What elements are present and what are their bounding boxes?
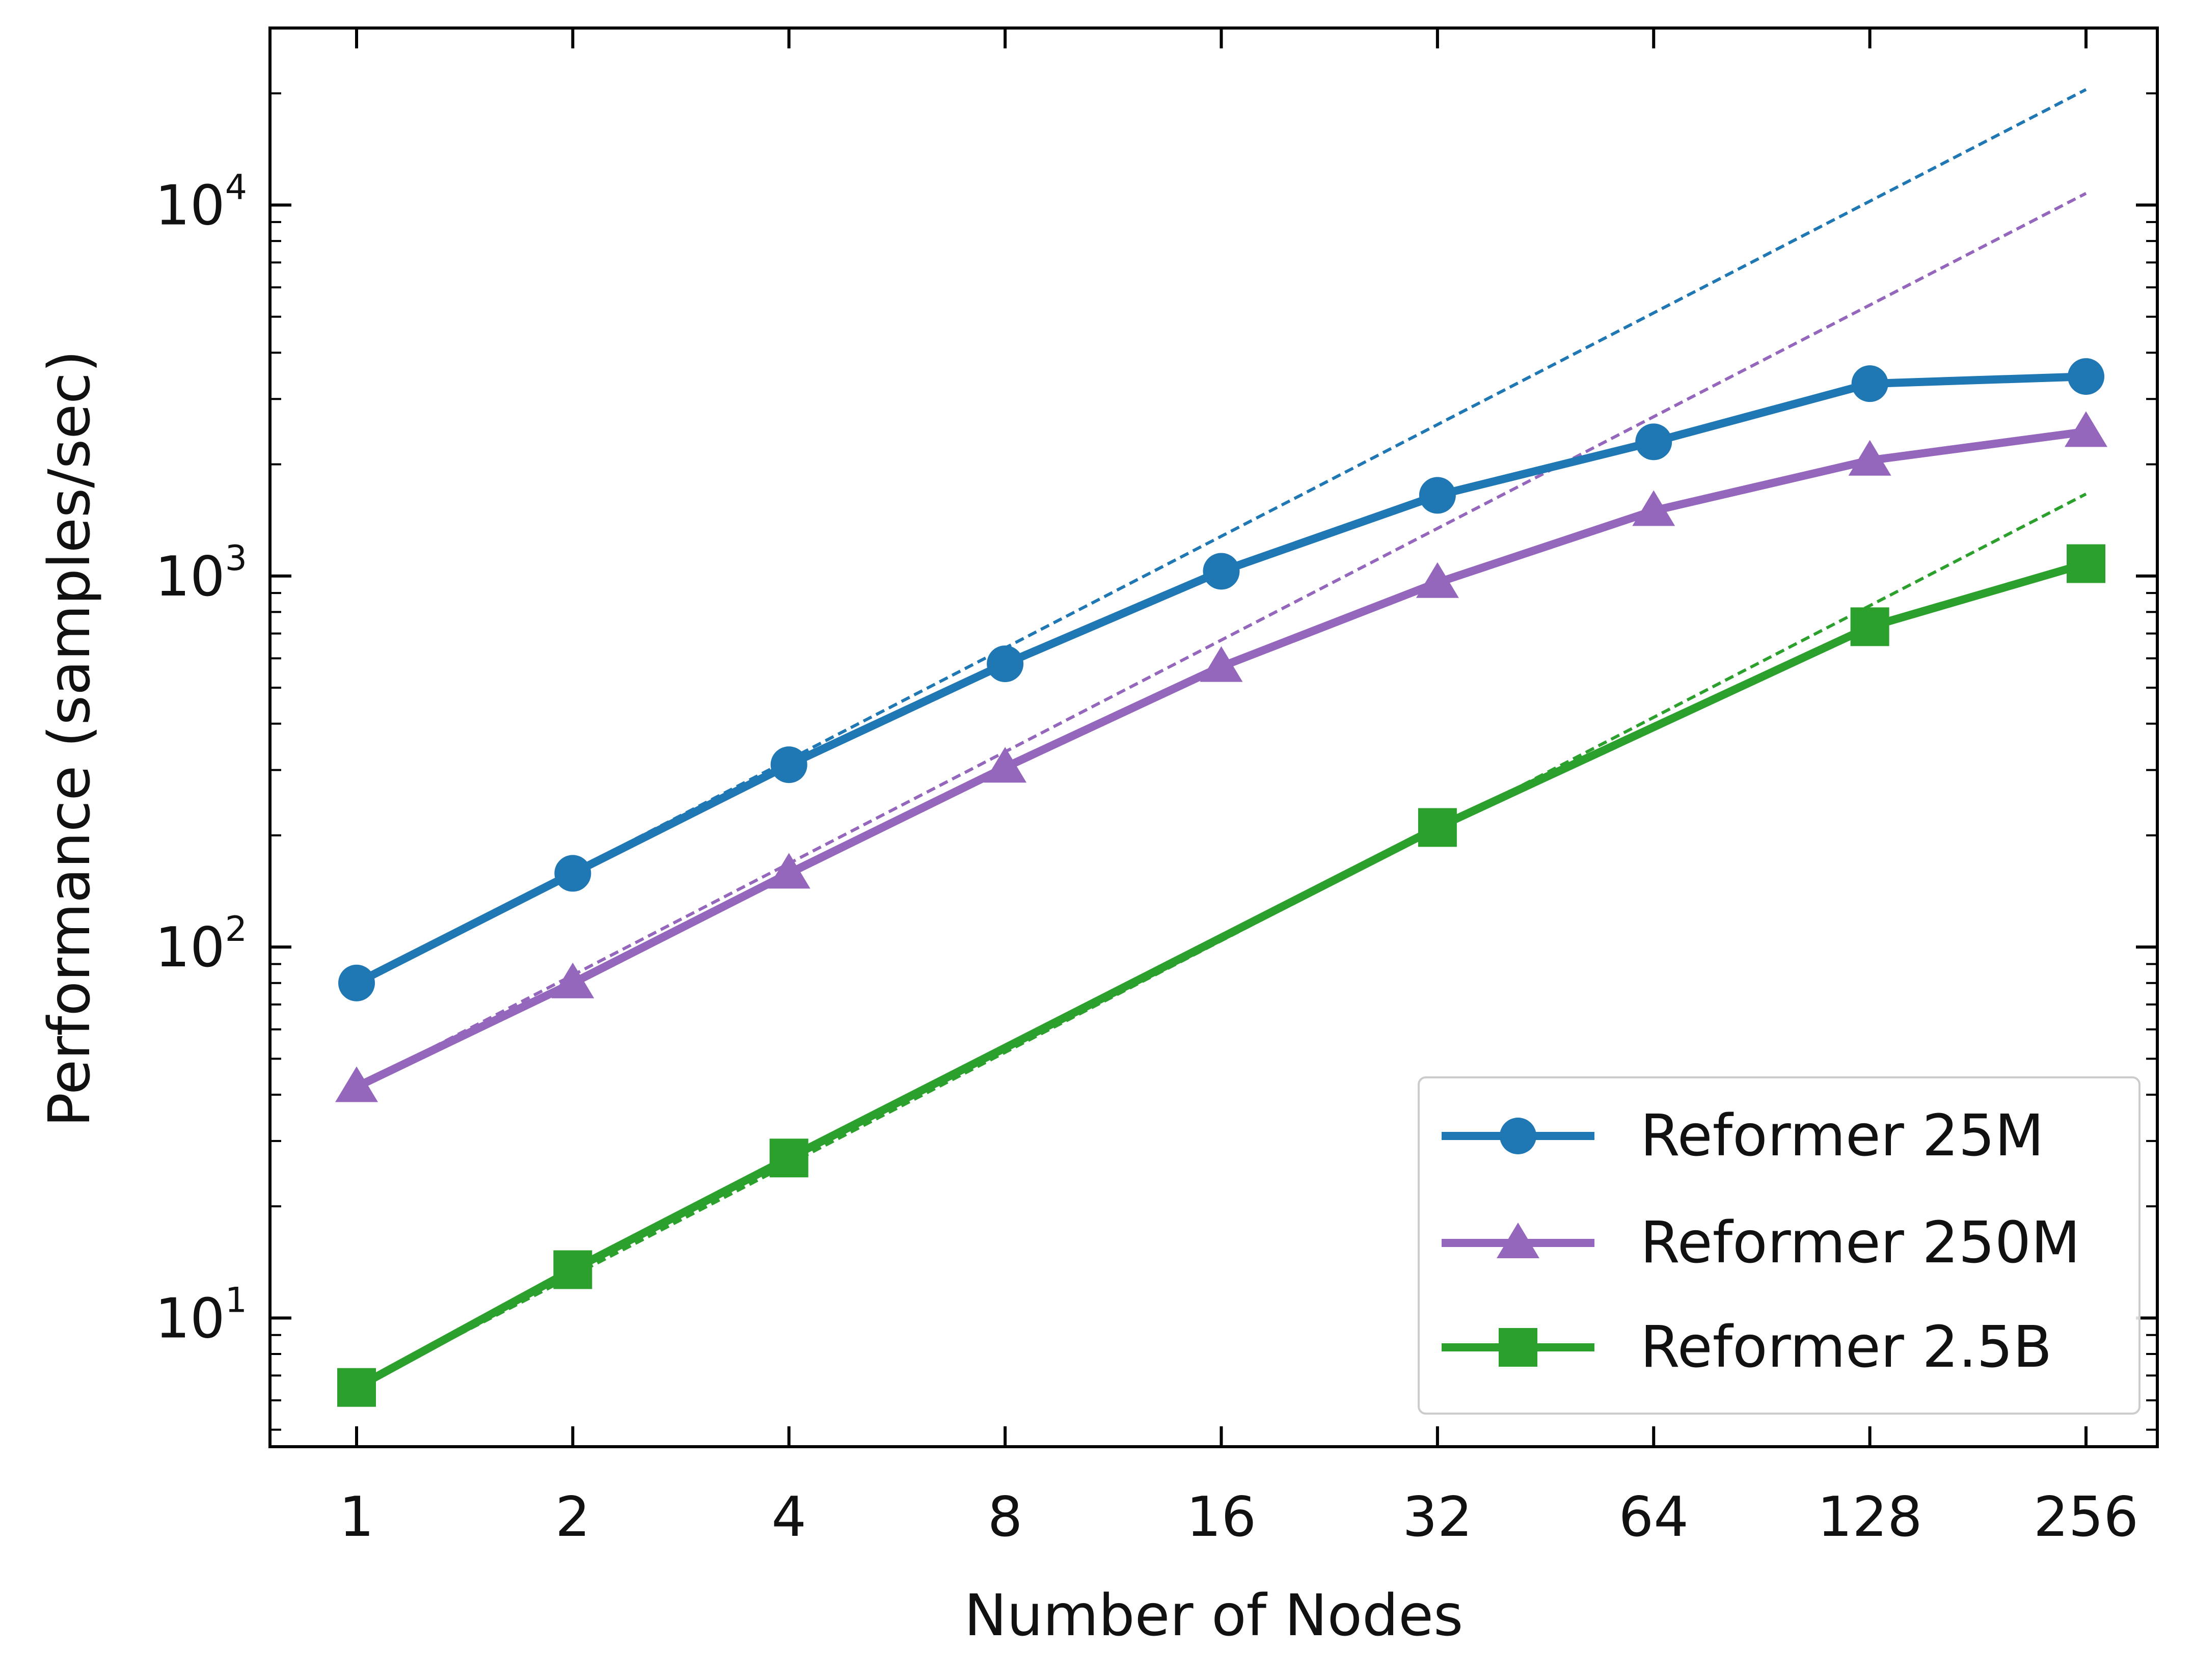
data-point-2-8 [2067, 544, 2105, 583]
data-point-1-2 [767, 853, 810, 889]
series-markers [335, 358, 2107, 1407]
y-tick-label: 104 [155, 167, 247, 237]
legend-box [1418, 1076, 2141, 1415]
y-tick-label: 103 [155, 538, 247, 609]
data-point-2-1 [553, 1250, 592, 1289]
legend-label-1: Reformer 250M [1640, 1210, 2080, 1276]
data-point-2-7 [1850, 607, 1889, 646]
x-tick-label: 1 [339, 1485, 374, 1549]
series-line-1 [353, 427, 2090, 1091]
data-point-2-2 [769, 1139, 808, 1178]
x-tick-label: 256 [2034, 1485, 2138, 1549]
data-point-1-8 [2065, 411, 2107, 447]
x-tick-label: 4 [771, 1485, 806, 1549]
legend-marker-0 [1500, 1118, 1536, 1154]
data-point-0-8 [2068, 358, 2104, 395]
x-tick-label: 16 [1186, 1485, 1256, 1549]
data-point-0-3 [987, 645, 1024, 683]
ideal-scaling-line-1 [356, 192, 2087, 1089]
data-point-2-5 [1418, 808, 1457, 847]
x-tick-label: 64 [1619, 1485, 1689, 1549]
x-tick-label: 2 [555, 1485, 590, 1549]
data-point-1-0 [335, 1066, 378, 1102]
x-tick-label: 32 [1402, 1485, 1472, 1549]
legend-marker-1 [1497, 1223, 1539, 1258]
data-point-0-1 [554, 855, 591, 892]
legend-label-2: Reformer 2.5B [1640, 1314, 2052, 1380]
data-point-0-5 [1419, 477, 1456, 514]
data-point-1-1 [551, 962, 594, 998]
data-point-1-7 [1848, 440, 1891, 476]
data-point-1-4 [1200, 646, 1243, 682]
data-point-1-6 [1632, 490, 1675, 526]
plot-frame [268, 26, 2159, 1448]
data-point-1-3 [984, 747, 1027, 783]
legend-label-0: Reformer 25M [1640, 1103, 2044, 1169]
data-point-0-6 [1635, 423, 1672, 460]
legend: Reformer 25M Reformer 250M Reformer 2.5B [1418, 1076, 2141, 1415]
ideal-scaling-line-0 [356, 88, 2087, 985]
y-tick-label: 102 [155, 909, 247, 980]
x-tick-label: 8 [988, 1485, 1023, 1549]
legend-marker-2 [1499, 1328, 1537, 1367]
data-point-2-0 [337, 1368, 376, 1407]
data-point-0-2 [770, 746, 807, 783]
y-tick-label: 101 [155, 1280, 247, 1350]
series-line-2 [353, 559, 2090, 1392]
data-point-1-5 [1416, 562, 1459, 598]
y-axis-title: Performance (samples/sec) [37, 350, 103, 1127]
data-point-0-7 [1851, 365, 1888, 402]
data-point-0-0 [338, 964, 375, 1001]
x-axis-title: Number of Nodes [964, 1583, 1464, 1649]
x-tick-label: 128 [1818, 1485, 1922, 1549]
plot-axes: 1 2 4 8 16 32 64 128 256 101 102 103 104 Number of No… [37, 26, 2159, 1649]
data-point-0-4 [1203, 553, 1240, 590]
